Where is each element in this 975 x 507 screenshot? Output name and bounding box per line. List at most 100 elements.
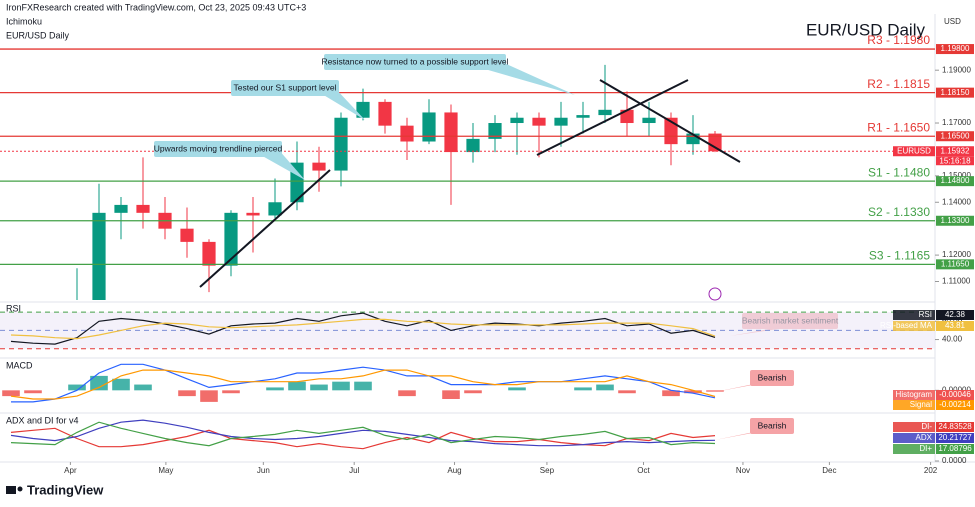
x-tick-label: Nov: [736, 466, 750, 475]
x-tick-label: Jul: [349, 466, 359, 475]
callout-text: Resistance now turned to a possible supp…: [321, 56, 508, 66]
candle-body: [114, 204, 128, 213]
callout: [231, 80, 339, 96]
y-tick-label: 1.17000: [942, 118, 971, 127]
candle-body: [532, 117, 546, 126]
histogram-bar: [442, 390, 460, 399]
attribution: IronFXResearch created with TradingView.…: [6, 2, 306, 12]
histogram-bar: [618, 390, 636, 394]
candle-body: [378, 101, 392, 126]
x-tick-label: 202: [924, 466, 938, 475]
logo-mark: [17, 486, 23, 492]
level-label: S2 - 1.1330: [868, 205, 930, 219]
candle-body: [422, 112, 436, 142]
badge-value: -0.00214: [939, 400, 971, 409]
histogram-bar: [574, 387, 592, 391]
histogram-bar: [2, 390, 20, 397]
badge-value: 1.11650: [941, 259, 970, 268]
x-tick-label: Dec: [822, 466, 836, 475]
histogram-bar: [706, 390, 724, 392]
badge-name: Histogram: [896, 390, 933, 399]
plot-layer: 1.19000 1.17000 1.15000 1.14000 1.12000 1.110…: [0, 20, 974, 475]
y-tick-label: 1.19000: [942, 65, 971, 74]
badge-value: 43.81: [945, 321, 966, 330]
badge-value: 1.16500: [941, 131, 970, 140]
candle-body: [466, 138, 480, 153]
candle-body: [620, 109, 634, 124]
series-line: [10, 419, 716, 447]
brand: TradingView: [27, 482, 104, 497]
callout: [750, 370, 794, 386]
histogram-bar: [354, 381, 372, 391]
badge-name-bg: [893, 433, 935, 443]
badge-name-bg: [893, 422, 935, 432]
candle-body: [202, 241, 216, 266]
histogram-bar: [310, 384, 328, 391]
badge-name-bg: [893, 400, 935, 410]
candle-body: [686, 133, 700, 145]
badge-value: 20.21727: [938, 433, 972, 442]
badge-name-bg: [893, 310, 935, 320]
countdown: 15:16:18: [939, 156, 971, 165]
trendline: [599, 79, 741, 163]
y-tick-label: 1.15000: [942, 171, 971, 180]
level-label: S3 - 1.1165: [869, 249, 930, 263]
badge-name: ADX: [916, 433, 933, 442]
histogram-bar: [398, 390, 416, 397]
badge: [936, 176, 974, 187]
histogram-bar: [134, 384, 152, 391]
event-icon[interactable]: [708, 287, 722, 301]
badge: [936, 146, 974, 157]
badge: [936, 433, 974, 443]
y-tick-label: 1.11000: [942, 277, 971, 286]
level-label: S1 - 1.1480: [868, 165, 930, 179]
callout-text: Upwards moving trendline pierced: [154, 143, 283, 153]
candle-body: [136, 204, 150, 213]
badge-value: 17.08796: [938, 444, 972, 453]
candle-body: [576, 115, 590, 118]
badge: [936, 131, 974, 142]
indicator-label: Ichimoku: [6, 16, 42, 26]
candle-body: [642, 117, 656, 124]
badge-value: 1.15932: [941, 146, 970, 155]
histogram-bar: [90, 375, 108, 391]
candle-body: [400, 125, 414, 142]
badge-name: RSI-based MA: [880, 321, 933, 330]
trendline: [536, 79, 689, 156]
y-tick-label: 1.12000: [942, 250, 971, 259]
badge: [936, 390, 974, 400]
badge-value: 1.14800: [941, 176, 970, 185]
badge-value: -0.00046: [939, 390, 971, 399]
histogram-bar: [288, 381, 306, 391]
badge: [936, 215, 974, 226]
badge-name-bg: [893, 444, 935, 454]
badge-value: 1.13300: [941, 216, 970, 225]
candles: [76, 64, 722, 300]
badge: [936, 444, 974, 454]
pane-title: ADX and DI for v4: [6, 415, 79, 425]
x-tick-label: Apr: [64, 466, 77, 475]
candle-body: [334, 117, 348, 171]
series-line: [10, 421, 716, 447]
x-tick-label: Sep: [540, 466, 555, 475]
level-label: R3 - 1.1980: [867, 33, 930, 47]
callout-text: Bearish: [758, 372, 787, 382]
countdown-badge: [936, 156, 974, 166]
callout: [154, 141, 282, 157]
callout: [324, 54, 506, 70]
x-tick-label: May: [158, 466, 173, 475]
badge: [936, 259, 974, 270]
badge-name: Signal: [910, 400, 932, 409]
series-line: [10, 318, 716, 340]
histogram-bar: [684, 390, 702, 394]
badge-name: RSI: [919, 310, 932, 319]
histogram-bar: [596, 384, 614, 391]
candle-body: [554, 117, 568, 126]
badge-value: 1.19800: [941, 44, 970, 53]
badge-name: DI-: [921, 422, 932, 431]
y-tick-label: 0.0000: [942, 456, 967, 465]
histogram-bar: [178, 390, 196, 397]
